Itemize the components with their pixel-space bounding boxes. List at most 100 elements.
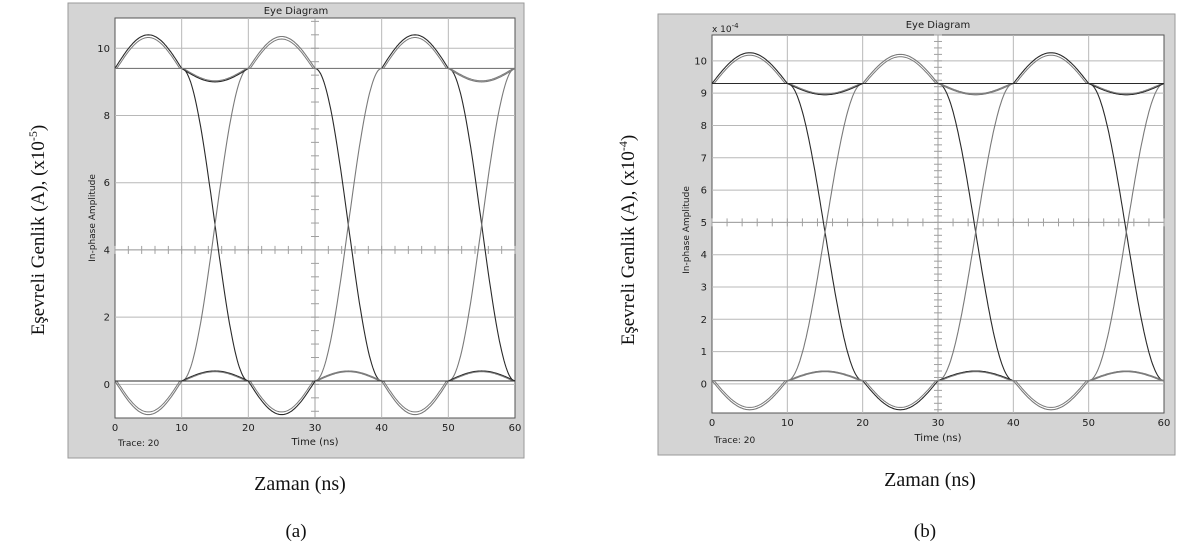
panel-b-x-tick-label: 40 [1007, 418, 1020, 429]
panel-a-trace-overshoot-alt [115, 380, 182, 413]
panel-b-y-tick-label: 1 [701, 347, 707, 358]
panel-b-trace-overshoot-alt [1013, 380, 1089, 408]
panel-b-outer-ylabel: Eşevreli Genlik (A), (x10-4) [616, 135, 639, 346]
panel-b-trace-ripple [787, 370, 863, 382]
panel-b-y-tick-label: 4 [701, 250, 707, 261]
panel-a-trace-overshoot [114, 34, 183, 69]
panel-b-traces [711, 52, 1165, 411]
panel-b-title: Eye Diagram [906, 20, 971, 31]
panel-b-inner-xlabel: Time (ns) [913, 433, 961, 444]
panel-b-trace-ripple-alt [787, 83, 863, 95]
panel-a-trace-overshoot-alt [115, 37, 182, 69]
panel-b-trace-ripple [787, 83, 863, 96]
panel-a-trace-ripple [314, 370, 382, 382]
panel-b-trace-ripple-alt [938, 83, 1014, 95]
panel-b-trace-overshoot [862, 380, 939, 411]
panel-a-trace-overshoot [247, 380, 316, 416]
panel-a-outer-xlabel: Zaman (ns) [254, 473, 346, 495]
panel-b-trace-ripple [937, 83, 1014, 96]
panel-a-trace-ripple-alt [181, 67, 249, 82]
panel-a-inner-xlabel: Time (ns) [290, 437, 338, 448]
panel-b-trace-overshoot [711, 52, 788, 84]
panel-b-trace-ripple [937, 370, 1014, 382]
panel-b-x-tick-label: 60 [1158, 418, 1171, 429]
panel-b-x-tick-label: 20 [856, 418, 869, 429]
panel-a-traces [114, 34, 516, 416]
panel-a-x-tick-label: 50 [442, 423, 455, 434]
panel-a-trace-ripple [448, 370, 516, 382]
panel-b-trace-overshoot [1012, 52, 1090, 84]
panel-a-tick-labels: 0 10 20 30 40 50 60 0 2 4 6 8 10 [97, 44, 521, 434]
panel-a-y-tick-label: 0 [104, 380, 110, 391]
panel-a-trace-overshoot-alt [381, 37, 449, 69]
panel-b-trace-overshoot-alt [1013, 54, 1089, 84]
panel-b: Eye Diagram x 10-4 0 10 20 30 40 50 60 0 1 2 3 4 5 6 7… [616, 13, 1176, 542]
panel-a-trace-overshoot-alt [381, 380, 449, 413]
panel-a-y-tick-label: 6 [104, 178, 110, 189]
panel-a-x-tick-label: 20 [242, 423, 255, 434]
panel-a-trace-ripple [448, 67, 516, 83]
panel-b-trace-ripple [1088, 370, 1165, 382]
panel-a-trace-transition [448, 67, 516, 382]
panel-b-x-tick-label: 50 [1082, 418, 1095, 429]
panel-a-trace-transition [314, 67, 382, 382]
panel-b-caption: (b) [914, 521, 936, 542]
panel-a-trace-ripple-alt [448, 67, 515, 82]
panel-b-trace-overshoot [862, 53, 939, 84]
panel-a-trace-label: Trace: 20 [117, 439, 159, 449]
panel-b-multiplier: x 10-4 [712, 22, 739, 35]
panel-b-trace-transition [787, 82, 863, 382]
panel-a-trace-transition [181, 67, 249, 382]
panel-a-y-tick-label: 8 [104, 111, 110, 122]
panel-a-trace-ripple-alt [181, 371, 249, 382]
panel-b-x-tick-label: 30 [932, 418, 945, 429]
panel-a-trace-ripple [181, 370, 249, 382]
panel-a-inner-ylabel: In-phase Amplitude [88, 174, 98, 262]
panel-b-trace-transition [937, 82, 1014, 382]
panel-b-y-tick-label: 0 [701, 379, 707, 390]
panel-b-inner-ylabel: In-phase Amplitude [682, 186, 692, 274]
panel-b-trace-ripple-alt [1088, 83, 1164, 95]
panel-b-y-tick-label: 7 [701, 153, 707, 164]
panel-b-y-tick-label: 6 [701, 186, 707, 197]
panel-b-trace-ripple-alt [787, 371, 863, 382]
panel-b-y-tick-label: 3 [701, 283, 707, 294]
panel-b-grid [711, 34, 1165, 413]
panel-a-y-tick-label: 4 [104, 245, 110, 256]
panel-a-y-tick-label: 10 [97, 44, 110, 55]
panel-b-y-tick-label: 10 [694, 56, 707, 67]
panel-b-y-tick-label: 9 [701, 89, 707, 100]
panel-b-trace-ripple [1088, 83, 1165, 96]
panel-a-x-tick-label: 30 [309, 423, 322, 434]
panel-b-tick-labels: 0 10 20 30 40 50 60 0 1 2 3 4 5 6 7 8 9 10 [694, 56, 1170, 429]
panel-a-trace-overshoot [247, 35, 316, 69]
panel-b-x-tick-label: 0 [709, 418, 715, 429]
panel-a-x-tick-label: 0 [112, 423, 118, 434]
panel-b-trace-ripple-alt [938, 371, 1014, 382]
panel-b-trace-overshoot [1012, 380, 1090, 411]
panel-a-y-tick-label: 2 [104, 313, 110, 324]
panel-b-outer-xlabel: Zaman (ns) [884, 469, 976, 491]
panel-a-trace-overshoot-alt [248, 380, 315, 413]
panel-b-trace-overshoot-alt [712, 380, 788, 408]
panel-b-trace-overshoot-alt [712, 54, 788, 84]
panel-b-x-tick-label: 10 [781, 418, 794, 429]
panel-a-trace-ripple-alt [448, 371, 515, 382]
panel-a-caption: (a) [285, 521, 306, 542]
panel-b-trace-ripple-alt [1088, 371, 1164, 382]
panel-b-trace-overshoot [711, 380, 788, 411]
panel-b-y-tick-label: 5 [701, 218, 707, 229]
panel-a-trace-ripple-alt [315, 371, 382, 382]
panel-b-y-tick-label: 8 [701, 121, 707, 132]
panel-a-trace-overshoot [381, 380, 449, 416]
panel-a-grid [114, 18, 516, 418]
panel-b-trace-transition [1088, 82, 1165, 382]
panel-a-trace-overshoot [381, 34, 449, 69]
panel-a-trace-overshoot [114, 380, 183, 416]
panel-a-title: Eye Diagram [264, 6, 329, 17]
panel-b-y-tick-label: 2 [701, 315, 707, 326]
panel-a-x-tick-label: 40 [375, 423, 388, 434]
panel-b-trace-overshoot-alt [862, 56, 938, 84]
panel-b-trace-overshoot-alt [862, 380, 938, 408]
